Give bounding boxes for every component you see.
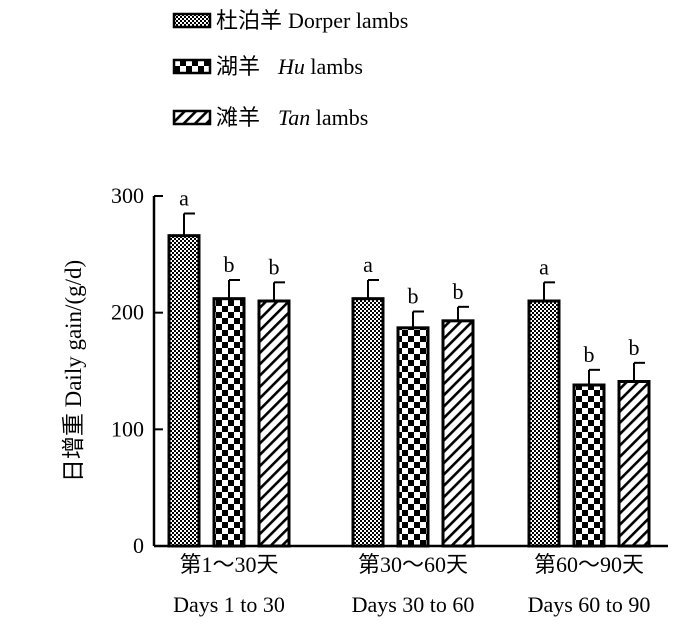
significance-letter-2-3: b [453, 279, 464, 304]
legend-label-rest-2: lambs [305, 54, 363, 79]
legend-label-3: 滩羊 Tan lambs [216, 105, 368, 130]
y-tick-label-100: 100 [111, 416, 144, 441]
y-axis-title: 日增重 Daily gain/(g/d) [61, 260, 86, 482]
legend-label-rest-3: lambs [310, 105, 368, 130]
bar-1-3 [257, 299, 291, 548]
bar-3-3 [617, 380, 651, 548]
bar-1-1 [167, 234, 201, 548]
significance-letter-1-1: a [179, 186, 189, 211]
bar-3-1 [527, 299, 561, 548]
bars: a b b a b b a b b [167, 186, 651, 548]
category-label-cn-1: 第1～30天 [179, 552, 278, 577]
category-labels: 第1～30天 Days 1 to 30 第30～60天 Days 30 to 60 第6… [173, 552, 650, 617]
category-label-en-3: Days 60 to 90 [528, 592, 651, 617]
legend-label-cn-1: 杜泊羊 [216, 8, 282, 33]
category-label-en-2: Days 30 to 60 [352, 592, 475, 617]
significance-letter-3-3: b [629, 335, 640, 360]
category-label-en-1: Days 1 to 30 [173, 592, 285, 617]
y-tick-label-0: 0 [133, 533, 144, 558]
significance-letter-1-3: b [269, 254, 280, 279]
legend-swatch-3 [172, 109, 212, 126]
y-tick-label-200: 200 [111, 300, 144, 325]
significance-letter-1-2: b [224, 252, 235, 277]
legend-swatch-2 [172, 58, 212, 75]
category-label-cn-3: 第60～90天 [534, 552, 644, 577]
legend-label-1: 杜泊羊 Dorper lambs [216, 8, 408, 33]
legend-label-cn-2: 湖羊 [216, 54, 260, 79]
bar-3-2 [572, 383, 606, 548]
legend-label-cn-3: 滩羊 [216, 105, 260, 130]
category-label-cn-2: 第30～60天 [358, 552, 468, 577]
bar-2-1 [351, 297, 385, 548]
significance-letter-2-1: a [363, 252, 373, 277]
legend-label-italic-2: Hu [277, 54, 305, 79]
y-tick-label-300: 300 [111, 183, 144, 208]
legend-label-italic-3: Tan [278, 105, 310, 130]
significance-letter-3-2: b [584, 342, 595, 367]
legend-label-2: 湖羊 Hu lambs [216, 54, 363, 79]
significance-letter-2-2: b [408, 284, 419, 309]
bar-2-2 [396, 326, 430, 548]
legend: 杜泊羊 Dorper lambs 湖羊 Hu lambs 滩羊 Tan lambs [172, 8, 408, 130]
legend-label-en-1: Dorper lambs [288, 8, 408, 33]
bar-1-2 [212, 297, 246, 548]
legend-swatch-1 [172, 12, 212, 29]
significance-letter-3-1: a [539, 254, 549, 279]
bar-2-3 [441, 319, 475, 548]
